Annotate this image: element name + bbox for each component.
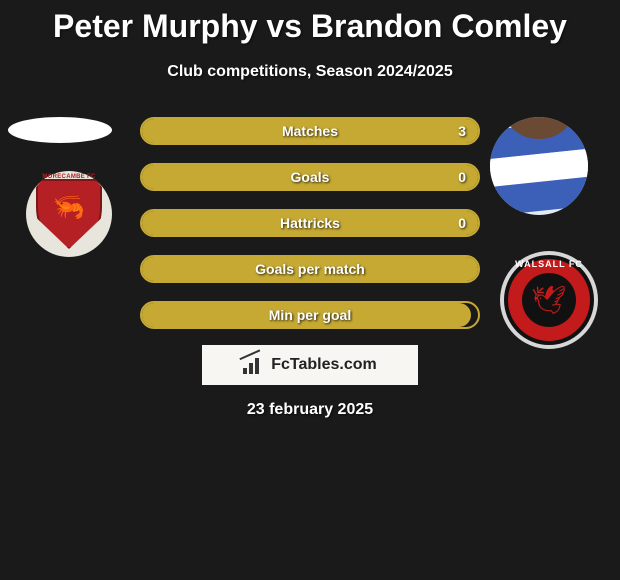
left-player-avatar — [8, 117, 112, 143]
stat-label: Min per goal — [269, 307, 351, 323]
stat-bar: Hattricks 0 — [140, 209, 480, 237]
watermark: FcTables.com — [202, 345, 418, 385]
page-title: Peter Murphy vs Brandon Comley — [0, 0, 620, 45]
swift-icon: 🕊 — [531, 284, 567, 317]
stat-bar: Matches 3 — [140, 117, 480, 145]
date-text: 23 february 2025 — [0, 401, 620, 419]
right-player-avatar — [490, 117, 588, 215]
stat-label: Hattricks — [280, 215, 340, 231]
subtitle: Club competitions, Season 2024/2025 — [0, 63, 620, 81]
stat-bar: Goals 0 — [140, 163, 480, 191]
stat-bar: Min per goal — [140, 301, 480, 329]
stat-label: Goals — [291, 169, 330, 185]
stat-value-right: 0 — [458, 169, 466, 185]
watermark-text: FcTables.com — [271, 356, 377, 374]
stat-bar: Goals per match — [140, 255, 480, 283]
stat-label: Matches — [282, 123, 338, 139]
chart-icon — [243, 356, 265, 374]
right-club-badge: WALSALL FC 🕊 — [500, 251, 598, 349]
stat-bars: Matches 3 Goals 0 Hattricks 0 Goals per match M… — [140, 117, 480, 329]
right-club-name: WALSALL FC — [500, 259, 598, 269]
stat-value-right: 3 — [458, 123, 466, 139]
stat-label: Goals per match — [255, 261, 365, 277]
shrimp-icon: 🦐 — [53, 192, 85, 223]
left-club-badge: MORECAMBE FC 🦐 — [26, 171, 112, 257]
stat-value-right: 0 — [458, 215, 466, 231]
